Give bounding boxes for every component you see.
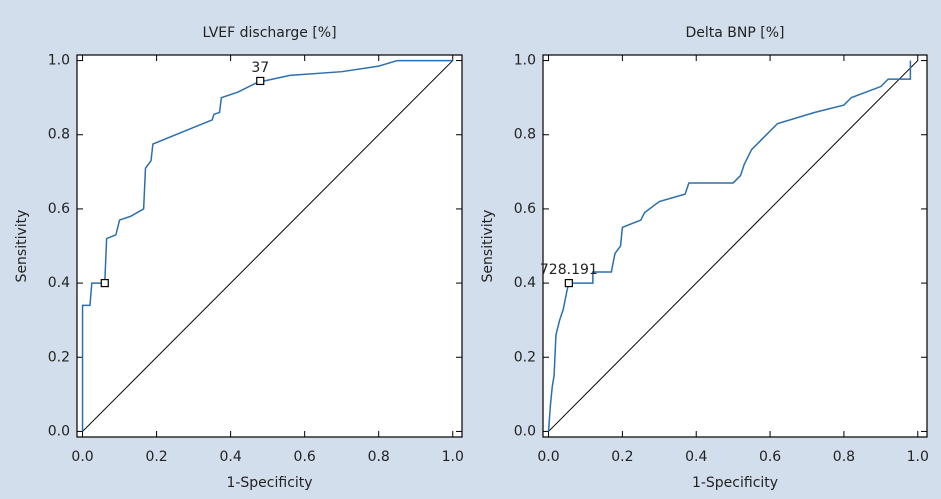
cutoff-label: 728.191	[540, 262, 598, 278]
x-tick-label: 1.0	[907, 449, 929, 465]
y-tick-label: 0.8	[48, 127, 70, 143]
y-tick-label: 0.6	[514, 201, 536, 217]
chart-title: Delta BNP [%]	[686, 25, 785, 41]
reference-diagonal	[82, 60, 454, 432]
x-axis-label: 1-Specificity	[226, 475, 312, 491]
y-tick-label: 1.0	[514, 53, 536, 69]
y-axis-label: Sensitivity	[480, 210, 496, 283]
y-axis-label: Sensitivity	[14, 210, 30, 283]
y-tick-label: 0.4	[514, 275, 536, 291]
y-tick-label: 0.2	[514, 349, 536, 365]
cutoff-marker	[100, 278, 109, 288]
y-tick-label: 0.2	[48, 349, 70, 365]
x-tick-label: 0.6	[759, 449, 781, 465]
chart-title: LVEF discharge [%]	[202, 25, 336, 41]
cutoff-label: 37	[251, 60, 269, 76]
y-tick-label: 1.0	[48, 53, 70, 69]
x-tick-label: 0.8	[833, 449, 855, 465]
y-tick-label: 0.0	[48, 423, 70, 439]
x-tick-label: 0.0	[537, 449, 559, 465]
cutoff-marker	[256, 76, 265, 86]
y-tick-label: 0.4	[48, 275, 70, 291]
y-tick-label: 0.6	[48, 201, 70, 217]
y-tick-label: 0.0	[514, 423, 536, 439]
cutoff-marker	[564, 278, 573, 288]
x-axis-label: 1-Specificity	[692, 475, 778, 491]
y-tick-label: 0.8	[514, 127, 536, 143]
x-tick-label: 1.0	[442, 449, 464, 465]
x-tick-label: 0.2	[611, 449, 633, 465]
x-tick-label: 0.0	[71, 449, 93, 465]
x-tick-label: 0.6	[294, 449, 316, 465]
x-tick-label: 0.2	[145, 449, 167, 465]
x-tick-label: 0.8	[368, 449, 390, 465]
x-tick-label: 0.4	[219, 449, 241, 465]
x-tick-label: 0.4	[685, 449, 707, 465]
roc-curve	[547, 60, 912, 432]
reference-diagonal	[548, 60, 919, 432]
